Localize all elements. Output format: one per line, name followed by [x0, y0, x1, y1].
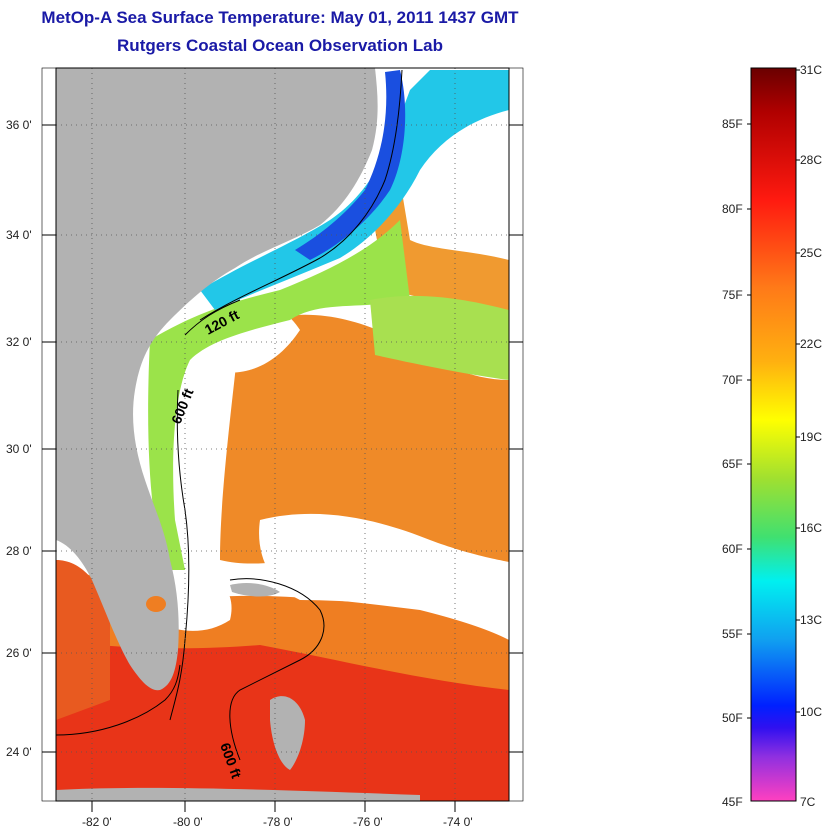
lat-label-30: 30 0' [6, 442, 32, 456]
contour-bahamas [229, 578, 325, 761]
lat-label-28: 28 0' [6, 544, 32, 558]
lat-label-34: 34 0' [6, 228, 32, 242]
colorbar-c-13: 13C [800, 613, 823, 627]
colorbar-f-80: 80F [722, 202, 743, 216]
land-southeast-us [56, 68, 378, 691]
colorbar-c-7: 7C [800, 795, 816, 809]
colorbar-f-75: 75F [722, 288, 743, 302]
lon-label-82: -82 0' [82, 815, 112, 829]
colorbar-c-22: 22C [800, 337, 823, 351]
map-graticule [56, 68, 509, 801]
cool-water-offshore [370, 295, 509, 380]
lon-label-74: -74 0' [443, 815, 473, 829]
lon-label-78: -78 0' [263, 815, 293, 829]
lon-label-76: -76 0' [353, 815, 383, 829]
colorbar-f-65: 65F [722, 457, 743, 471]
land-bahamas-andros [270, 696, 305, 770]
lat-label-36: 36 0' [6, 118, 32, 132]
map-outer-frame [41, 67, 524, 802]
cold-water-shelf [200, 70, 509, 310]
map-title: MetOp-A Sea Surface Temperature: May 01,… [41, 8, 519, 27]
colorbar-f-85: 85F [722, 117, 743, 131]
colorbar-c-25: 25C [800, 246, 823, 260]
contour-120ft [199, 69, 403, 321]
land-bahamas-grandbahama [230, 582, 280, 597]
frame-ticks [42, 124, 523, 812]
land-cuba [56, 787, 420, 801]
cloud-patch-2 [259, 513, 509, 605]
colorbar-f-55: 55F [722, 627, 743, 641]
contour-600ft [169, 299, 241, 721]
colorbar-c-10: 10C [800, 705, 823, 719]
colorbar-f-60: 60F [722, 542, 743, 556]
cloud-patch-4 [400, 177, 509, 260]
hot-water-gulf [56, 560, 110, 720]
colorbar-f-50: 50F [722, 711, 743, 725]
coldest-water-coast [295, 70, 406, 260]
colorbar-c-28: 28C [800, 153, 823, 167]
cool-water-shelf [148, 220, 410, 570]
lon-label-80: -80 0' [173, 815, 203, 829]
lat-label-26: 26 0' [6, 646, 32, 660]
colorbar-ticks [747, 69, 800, 719]
colorbar-c-19: 19C [800, 430, 823, 444]
colorbar-f-70: 70F [722, 373, 743, 387]
lat-label-24: 24 0' [6, 745, 32, 759]
colorbar [750, 67, 797, 802]
colorbar-f-45: 45F [722, 795, 743, 809]
contour-600ft-south [56, 664, 181, 736]
colorbar-c-31: 31C [800, 63, 823, 77]
colorbar-c-16: 16C [800, 521, 823, 535]
lat-label-32: 32 0' [6, 335, 32, 349]
map-subtitle: Rutgers Coastal Ocean Observation Lab [117, 36, 443, 55]
lake-okeechobee [146, 596, 166, 612]
